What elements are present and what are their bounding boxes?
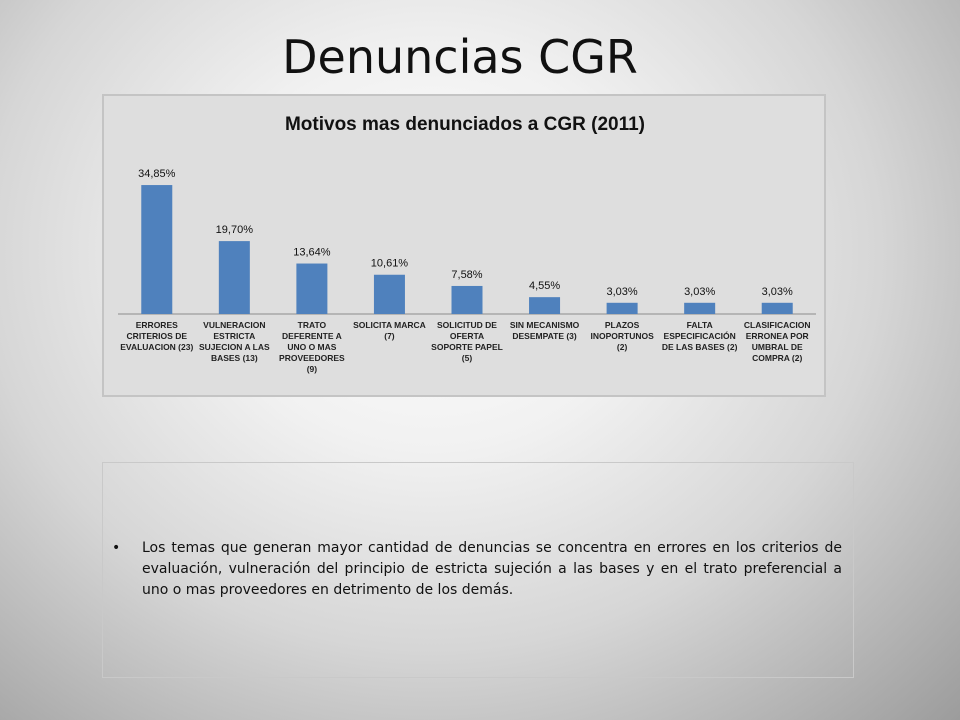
bar-chart: Motivos mas denunciados a CGR (2011) 34,… xyxy=(118,114,816,374)
bar-7 xyxy=(606,302,638,314)
category-label-5: SOLICITUD DE OFERTA SOPORTE PAPEL (5) xyxy=(431,320,503,363)
category-label-4: SOLICITA MARCA (7) xyxy=(353,320,426,341)
text-placeholder-box xyxy=(102,462,854,678)
data-label-8: 3,03% xyxy=(684,286,715,298)
category-label-8: FALTA ESPECIFICACIÓN DE LAS BASES (2) xyxy=(662,320,738,352)
bar-4 xyxy=(373,274,405,314)
bar-2 xyxy=(218,241,250,314)
bar-1 xyxy=(141,185,173,314)
bar-3 xyxy=(296,263,328,314)
data-label-1: 34,85% xyxy=(138,168,176,180)
data-label-5: 7,58% xyxy=(451,269,482,281)
data-label-6: 4,55% xyxy=(529,280,560,292)
category-label-1: ERRORES CRITERIOS DE EVALUACION (23) xyxy=(120,320,193,352)
category-label-2: VULNERACION ESTRICTA SUJECION A LAS BASES (… xyxy=(199,320,270,363)
bar-9 xyxy=(761,302,793,314)
data-label-7: 3,03% xyxy=(607,286,638,298)
category-label-7: PLAZOS INOPORTUNOS (2) xyxy=(590,320,654,352)
slide-title: Denuncias CGR xyxy=(282,30,638,84)
bullet-item: • Los temas que generan mayor cantidad d… xyxy=(112,538,842,601)
bar-6 xyxy=(529,297,561,314)
bar-8 xyxy=(684,302,716,314)
bullet-marker: • xyxy=(112,540,121,556)
chart-area: Motivos mas denunciados a CGR (2011) 34,… xyxy=(102,94,826,397)
data-label-9: 3,03% xyxy=(762,286,793,298)
data-label-4: 10,61% xyxy=(371,258,409,270)
bar-5 xyxy=(451,285,483,314)
data-label-3: 13,64% xyxy=(293,247,331,259)
category-label-9: CLASIFICACION ERRONEA POR UMBRAL DE COMPRA … xyxy=(744,320,811,363)
bullet-text: Los temas que generan mayor cantidad de … xyxy=(142,540,842,598)
category-label-6: SIN MECANISMO DESEMPATE (3) xyxy=(510,320,580,341)
chart-title: Motivos mas denunciados a CGR (2011) xyxy=(285,114,645,135)
category-label-3: TRATO DEFERENTE A UNO O MAS PROVEEDORES (9) xyxy=(279,320,345,374)
data-label-2: 19,70% xyxy=(216,224,254,236)
